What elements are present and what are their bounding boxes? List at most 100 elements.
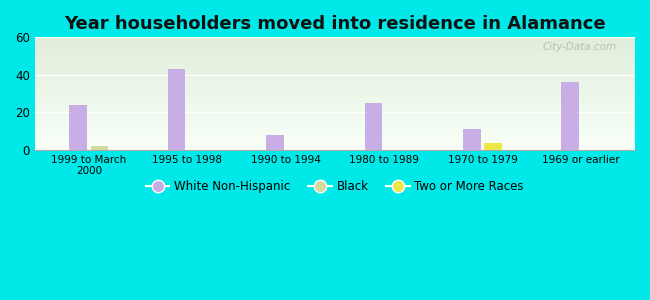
Bar	[34, 132, 635, 133]
Bar	[34, 65, 635, 66]
Bar	[34, 117, 635, 118]
Bar	[34, 43, 635, 44]
Bar	[34, 136, 635, 137]
Bar	[34, 53, 635, 54]
Bar	[34, 112, 635, 113]
Bar	[34, 48, 635, 49]
Bar	[34, 62, 635, 63]
Bar	[34, 118, 635, 119]
Bar	[70, 105, 87, 150]
Bar	[34, 89, 635, 90]
Bar	[34, 63, 635, 64]
Bar	[34, 74, 635, 75]
Bar	[34, 51, 635, 52]
Bar	[34, 101, 635, 102]
Bar	[34, 37, 635, 38]
Bar	[34, 85, 635, 86]
Bar	[34, 110, 635, 111]
Bar	[34, 97, 635, 98]
Bar	[34, 70, 635, 71]
Bar	[34, 87, 635, 88]
Bar	[34, 142, 635, 143]
Bar	[34, 46, 635, 47]
Bar	[34, 61, 635, 62]
Bar	[34, 67, 635, 68]
Bar	[34, 147, 635, 148]
Bar	[34, 86, 635, 87]
Bar	[34, 44, 635, 45]
Bar	[34, 69, 635, 70]
Bar	[34, 64, 635, 65]
Bar	[34, 75, 635, 76]
Bar	[34, 133, 635, 134]
Bar	[34, 115, 635, 116]
Bar	[34, 103, 635, 104]
Bar	[34, 58, 635, 59]
Bar	[34, 94, 635, 95]
Bar	[34, 61, 635, 62]
Bar	[34, 47, 635, 48]
Bar	[34, 149, 635, 150]
Bar	[34, 77, 635, 78]
Bar	[34, 119, 635, 120]
Bar	[34, 80, 635, 81]
Bar	[34, 111, 635, 112]
Bar	[34, 121, 635, 122]
Bar	[34, 139, 635, 140]
Bar	[34, 50, 635, 51]
Bar	[34, 88, 635, 89]
Bar	[34, 59, 635, 60]
Bar	[34, 105, 635, 106]
Bar	[34, 134, 635, 135]
Bar	[90, 146, 109, 150]
Bar	[34, 71, 635, 72]
Title: Year householders moved into residence in Alamance: Year householders moved into residence i…	[64, 15, 606, 33]
Bar	[34, 39, 635, 40]
Bar	[463, 129, 481, 150]
Bar	[34, 38, 635, 39]
Bar	[34, 83, 635, 84]
Bar	[484, 143, 502, 150]
Bar	[34, 56, 635, 57]
Bar	[266, 135, 284, 150]
Bar	[34, 84, 635, 85]
Bar	[34, 99, 635, 100]
Bar	[34, 102, 635, 103]
Bar	[34, 129, 635, 130]
Bar	[34, 144, 635, 145]
Bar	[34, 81, 635, 82]
Bar	[34, 135, 635, 136]
Bar	[34, 45, 635, 46]
Bar	[34, 125, 635, 126]
Bar	[562, 82, 579, 150]
Bar	[34, 78, 635, 79]
Bar	[34, 126, 635, 127]
Bar	[365, 103, 382, 150]
Bar	[34, 120, 635, 121]
Bar	[34, 79, 635, 80]
Bar	[34, 54, 635, 55]
Bar	[34, 96, 635, 97]
Bar	[34, 93, 635, 94]
Bar	[34, 145, 635, 146]
Bar	[34, 148, 635, 149]
Bar	[34, 66, 635, 67]
Bar	[34, 138, 635, 139]
Bar	[34, 72, 635, 73]
Bar	[34, 128, 635, 129]
Bar	[34, 55, 635, 56]
Bar	[34, 68, 635, 69]
Bar	[168, 69, 185, 150]
Bar	[34, 60, 635, 61]
Bar	[34, 40, 635, 41]
Bar	[34, 108, 635, 109]
Bar	[34, 92, 635, 93]
Bar	[34, 141, 635, 142]
Bar	[34, 98, 635, 99]
Bar	[34, 104, 635, 105]
Bar	[34, 52, 635, 53]
Bar	[34, 90, 635, 91]
Bar	[34, 116, 635, 117]
Bar	[34, 143, 635, 144]
Bar	[34, 100, 635, 101]
